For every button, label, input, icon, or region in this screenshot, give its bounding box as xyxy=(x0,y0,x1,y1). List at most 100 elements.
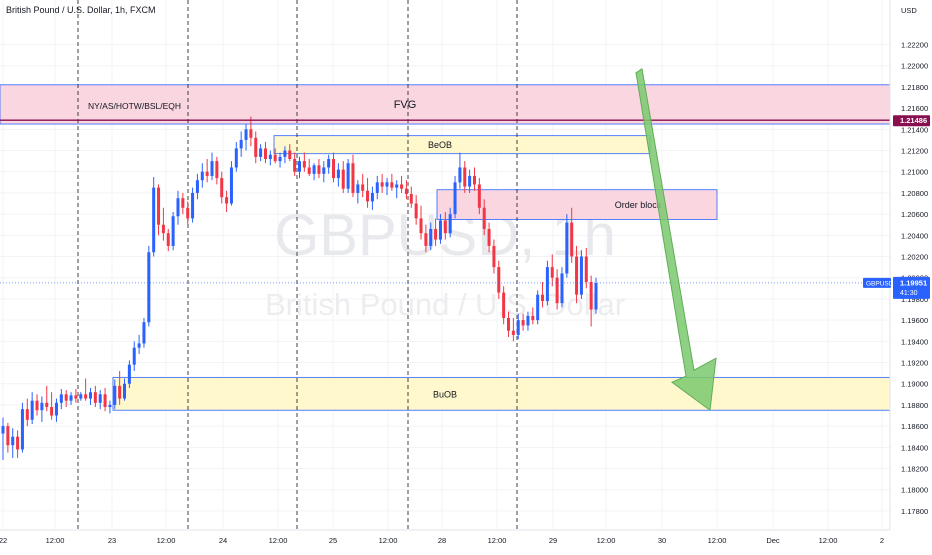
current-price-tag-price: 1.19951 xyxy=(900,278,927,287)
candle xyxy=(375,182,379,193)
candle xyxy=(511,330,515,335)
candle xyxy=(414,203,418,219)
candle xyxy=(448,214,452,234)
price-tick-label: 1.21200 xyxy=(901,147,928,156)
candle xyxy=(366,190,370,202)
ticker-tag xyxy=(863,277,891,288)
candle xyxy=(244,129,248,140)
candle xyxy=(84,394,88,399)
candle xyxy=(404,188,408,194)
candle xyxy=(161,224,165,234)
projection-arrow xyxy=(635,68,717,412)
candle xyxy=(186,207,190,219)
candle xyxy=(507,318,511,331)
price-tags: 1.21486 GBPUSD 1.19951 41:30 xyxy=(863,115,930,299)
candle xyxy=(249,129,253,138)
candle xyxy=(54,402,58,416)
candle xyxy=(497,267,501,293)
candle xyxy=(589,281,593,310)
candle xyxy=(1,426,5,434)
candle xyxy=(74,395,78,399)
candle xyxy=(205,171,209,176)
candle xyxy=(516,320,520,335)
candle xyxy=(283,150,287,157)
candle xyxy=(453,182,457,215)
candle xyxy=(370,192,374,202)
candle xyxy=(297,161,302,172)
candle xyxy=(312,165,316,174)
candle xyxy=(268,154,272,159)
candle xyxy=(565,222,569,274)
zone-buob xyxy=(112,376,891,411)
currency-label: USD xyxy=(901,6,917,15)
candle xyxy=(302,161,306,168)
candle xyxy=(254,137,258,157)
time-tick-label: Dec xyxy=(766,536,780,545)
candle xyxy=(263,148,267,159)
candle xyxy=(570,222,574,257)
time-tick-label: 2 xyxy=(880,536,884,545)
candle xyxy=(575,256,579,295)
price-tick-label: 1.19800 xyxy=(901,295,928,304)
candle xyxy=(419,218,423,234)
candle xyxy=(40,402,44,411)
price-tick-label: 1.20800 xyxy=(901,189,928,198)
candle xyxy=(176,198,180,217)
resistance-price-tag-label: 1.21486 xyxy=(900,116,927,125)
price-tick-label: 1.19000 xyxy=(901,380,928,389)
candle xyxy=(225,197,229,204)
candle xyxy=(541,294,545,302)
candle xyxy=(171,216,175,246)
candle xyxy=(341,169,345,189)
time-tick-label: 23 xyxy=(108,536,116,545)
price-tick-label: 1.20600 xyxy=(901,210,928,219)
candle xyxy=(20,409,24,450)
candle xyxy=(220,178,224,198)
price-tick-label: 1.18000 xyxy=(901,486,928,495)
price-tick-label: 1.17800 xyxy=(901,507,928,516)
candle xyxy=(380,182,384,187)
candle xyxy=(317,165,321,174)
zone-annotation: NY/AS/HOTW/BSL/EQH xyxy=(88,101,181,111)
zone-beob xyxy=(273,135,651,155)
candle xyxy=(127,364,131,384)
current-price-tag xyxy=(893,276,930,299)
levels xyxy=(0,119,890,284)
price-axis[interactable]: 1.22200 1.22000 1.21800 1.21600 1.21400 1.212… xyxy=(889,0,932,550)
time-tick-label: 29 xyxy=(549,536,557,545)
candle xyxy=(108,404,112,408)
candle xyxy=(137,343,141,348)
candle xyxy=(502,292,506,318)
time-axis[interactable]: 22 12:00 23 12:00 24 12:00 25 12:00 28 12:00 29 12:… xyxy=(0,529,890,545)
candle xyxy=(594,283,598,310)
candle xyxy=(434,228,438,240)
session-separators xyxy=(77,0,518,530)
time-tick-label: 12:00 xyxy=(269,536,288,545)
candle xyxy=(79,394,83,399)
candle xyxy=(191,192,195,219)
candle xyxy=(118,385,122,399)
candle xyxy=(25,409,29,420)
price-tick-label: 1.18800 xyxy=(901,401,928,410)
zone-label: FVG xyxy=(394,99,417,111)
price-tick-label: 1.19400 xyxy=(901,337,928,346)
candle xyxy=(98,394,102,403)
candle xyxy=(59,394,63,403)
candles xyxy=(1,116,598,461)
price-tick-label: 1.22000 xyxy=(901,62,928,71)
candle xyxy=(531,315,535,321)
candle xyxy=(288,150,292,159)
candle xyxy=(132,347,136,365)
down-arrow xyxy=(635,68,717,412)
candle xyxy=(351,163,355,193)
candle xyxy=(35,400,39,411)
candle xyxy=(346,163,350,189)
candle xyxy=(472,175,476,185)
candle xyxy=(64,394,68,401)
candle xyxy=(429,228,433,246)
candle xyxy=(584,256,588,282)
candle xyxy=(234,148,238,168)
candle xyxy=(11,436,15,446)
candle xyxy=(147,252,151,323)
